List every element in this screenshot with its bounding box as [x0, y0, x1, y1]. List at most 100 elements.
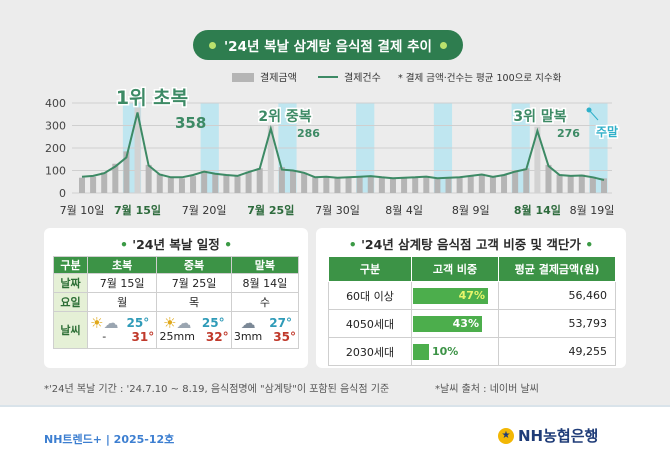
payment-bar [578, 174, 585, 193]
payment-bar [545, 164, 552, 193]
x-tick-label: 8월 14일 [514, 203, 561, 217]
share-label: 10% [432, 345, 459, 358]
schedule-date: 7월 15일 [86, 273, 158, 293]
payment-bar [601, 178, 607, 193]
weather-cell: ☁ 3mm 27° 35° [230, 311, 300, 349]
peak-value: 358 [175, 114, 206, 132]
x-tick-label: 7월 20일 [182, 203, 227, 217]
payment-bar [534, 126, 541, 193]
schedule-table: 구분 초복 중복 말복 날짜 7월 15일 7월 25일 8월 14일 요일 월… [53, 256, 300, 349]
payment-bar [489, 176, 496, 193]
schedule-weekday-row: 요일 월 목 수 [53, 292, 300, 312]
payment-bar [478, 173, 485, 193]
customer-amount: 56,460 [498, 281, 616, 310]
payment-bar [467, 175, 474, 193]
x-tick-label: 7월 15일 [114, 203, 161, 217]
y-tick-label: 200 [45, 142, 66, 155]
customer-segment: 60대 이상 [328, 281, 412, 310]
customer-title: • '24년 삼계탕 음식점 고객 비중 및 객단가 • [348, 237, 594, 252]
payment-bar [556, 174, 563, 193]
payment-bar [501, 174, 508, 193]
customer-header-row: 구분 고객 비중 평균 결제금액(원) [328, 256, 616, 282]
schedule-header-row: 구분 초복 중복 말복 [53, 256, 300, 274]
weekend-pointer [588, 109, 599, 121]
payment-bar [245, 171, 252, 193]
x-tick-label: 7월 30일 [315, 203, 360, 217]
peak-label: 2위 중복 [258, 109, 311, 125]
payment-bar [90, 176, 97, 193]
payment-bar [167, 177, 174, 193]
payment-bar [345, 177, 352, 193]
weekend-label: 주말 [596, 125, 618, 139]
share-cell: 10% [411, 337, 499, 366]
nh-logo-text: NH농협은행 [518, 427, 599, 445]
payment-bar [456, 176, 463, 193]
y-tick-label: 400 [45, 97, 66, 110]
schedule-weather-row: 날씨 ☀☁ - 25° 31° ☀☁ 25mm 25° 32° ☁ 3mm 27° 35° [53, 311, 300, 349]
cloud-rain-icon: ☁ [240, 314, 256, 332]
payment-bar [512, 170, 519, 193]
payment-bar [178, 178, 185, 193]
title-dot-right [439, 41, 447, 49]
payment-bar [323, 176, 330, 193]
weather-rain: 3mm [233, 330, 263, 343]
payment-bar [301, 172, 308, 193]
weather-low: 27° [269, 316, 292, 330]
payment-bar [101, 172, 108, 193]
payment-bar [156, 173, 163, 193]
payment-trend-chart: 400 300 200 100 0 7월 10일 7월 15일 7월 20일 7월 25일 7월 … [45, 72, 620, 217]
peak-label: 3위 말복 [513, 109, 566, 125]
customer-amount: 49,255 [498, 337, 616, 366]
payment-bar [223, 175, 230, 193]
payment-bar [290, 170, 297, 193]
payment-bar [445, 177, 452, 193]
weather-high: 32° [205, 330, 229, 344]
weather-cell: ☀☁ - 25° 31° [86, 311, 158, 349]
x-tick-label: 7월 25일 [247, 203, 294, 217]
payment-bar [112, 163, 119, 193]
period-footnote: *'24년 복날 기간 : '24.7.10 ~ 8.19, 음식점명에 "삼계… [44, 384, 390, 395]
payment-bar [201, 170, 208, 193]
x-tick-label: 7월 10일 [60, 203, 105, 217]
share-cell: 47% [411, 281, 499, 310]
legend-bar-label: 결제금액 [260, 72, 297, 84]
payment-bar [212, 173, 219, 193]
payment-bar [79, 177, 85, 193]
y-tick-label: 100 [45, 165, 66, 178]
weather-high: 35° [273, 330, 296, 344]
share-bar: 47% [413, 287, 488, 304]
schedule-panel: • '24년 복날 일정 • 구분 초복 중복 말복 날짜 7월 15일 7월 … [44, 228, 308, 368]
sun-cloud-rain-icon: ☀☁ [162, 314, 192, 332]
schedule-title: • '24년 복날 일정 • [119, 237, 233, 252]
share-bar: 10% [413, 343, 497, 360]
title-dot-left [209, 41, 217, 49]
payment-bar [312, 177, 319, 193]
peak-value: 286 [297, 127, 320, 140]
sun-cloud-rain-icon: ☀☁ [90, 314, 119, 332]
customer-header: 고객 비중 [411, 256, 499, 282]
weather-rain: - [102, 330, 107, 343]
y-tick-label: 300 [45, 120, 66, 133]
payment-bar [145, 164, 152, 193]
customer-segment: 4050세대 [328, 309, 412, 338]
schedule-header: 구분 [53, 256, 88, 274]
footer-bar [0, 405, 670, 456]
customer-segment: 2030세대 [328, 337, 412, 366]
legend-bar-swatch [232, 73, 254, 82]
weather-high: 31° [131, 330, 155, 344]
customer-row: 2030세대 10% 49,255 [328, 337, 616, 366]
share-label: 47% [458, 289, 485, 302]
weather-cell: ☀☁ 25mm 25° 32° [156, 311, 232, 349]
schedule-header: 중복 [156, 256, 232, 274]
payment-bar [267, 125, 274, 193]
payment-bar [334, 177, 341, 193]
payment-bar [401, 177, 408, 193]
legend-note: * 결제 금액·건수는 평균 100으로 지수화 [398, 72, 562, 84]
y-tick-label: 0 [59, 187, 66, 200]
x-tick-label: 8월 4일 [385, 203, 423, 217]
schedule-header: 초복 [86, 256, 158, 274]
payment-bar [367, 176, 374, 193]
chart-title-text: '24년 복날 삼계탕 음식점 결제 추이 [224, 39, 432, 55]
payment-bar [234, 176, 241, 193]
payment-bar [190, 176, 197, 193]
